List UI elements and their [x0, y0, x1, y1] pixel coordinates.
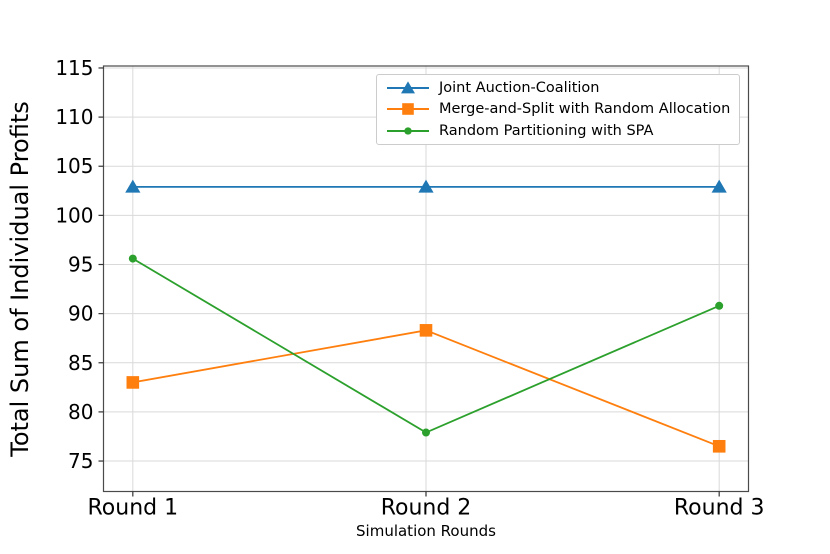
legend-label: Random Partitioning with SPA — [439, 122, 654, 139]
y-tick-label: 80 — [68, 400, 93, 424]
legend-marker-triangle-icon — [387, 81, 429, 94]
y-tick-label: 95 — [68, 253, 93, 277]
legend-label: Merge-and-Split with Random Allocation — [439, 101, 731, 118]
legend-item-joint-auction-coalition: Joint Auction-Coalition — [385, 79, 731, 97]
data-point-joint-auction-coalition — [711, 179, 727, 193]
legend-item-merge-and-split-with-random-allocation: Merge-and-Split with Random Allocation — [385, 100, 731, 118]
legend-marker-sample — [402, 103, 414, 116]
y-tick-label: 105 — [55, 154, 93, 178]
y-tick-label: 100 — [55, 203, 93, 227]
data-point-random-partitioning-with-spa — [128, 254, 137, 263]
data-point-merge-and-split-with-random-allocation — [712, 439, 726, 453]
legend: Joint Auction-Coalition Merge-and-Split w… — [376, 74, 740, 145]
data-point-joint-auction-coalition — [418, 179, 434, 193]
data-point-joint-auction-coalition — [125, 179, 141, 193]
data-point-merge-and-split-with-random-allocation — [419, 324, 433, 337]
x-tick-label: Round 3 — [674, 496, 765, 521]
y-tick-label: 110 — [55, 105, 93, 129]
y-tick-label: 115 — [55, 56, 93, 80]
y-axis-label: Total Sum of Individual Profits — [6, 101, 34, 458]
data-point-random-partitioning-with-spa — [422, 428, 430, 437]
y-tick-label: 75 — [68, 449, 93, 473]
y-tick-label: 90 — [68, 302, 93, 326]
x-tick-label: Round 2 — [381, 496, 472, 521]
data-point-random-partitioning-with-spa — [715, 301, 724, 310]
legend-item-random-partitioning-with-spa: Random Partitioning with SPA — [385, 122, 731, 140]
x-tick-label: Round 1 — [88, 496, 179, 521]
legend-marker-circle-icon — [387, 127, 429, 135]
x-axis-label: Simulation Rounds — [356, 522, 496, 540]
data-point-merge-and-split-with-random-allocation — [126, 376, 140, 389]
legend-marker-sample — [401, 81, 415, 94]
legend-marker-sample — [404, 127, 412, 135]
y-tick-label: 85 — [68, 351, 93, 375]
legend-label: Joint Auction-Coalition — [439, 79, 600, 96]
legend-marker-square-icon — [387, 103, 429, 116]
